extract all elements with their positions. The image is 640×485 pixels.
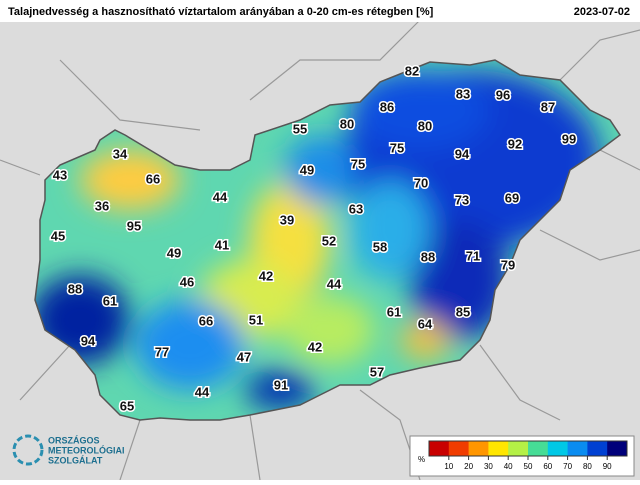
station-value: 85 <box>456 304 470 319</box>
station-value: 82 <box>405 63 419 78</box>
station-value: 99 <box>562 131 576 146</box>
station-value: 63 <box>349 201 363 216</box>
station-value: 70 <box>414 175 428 190</box>
station-value: 75 <box>390 140 404 155</box>
legend-tick-label: 50 <box>524 462 533 471</box>
station-value: 77 <box>155 344 169 359</box>
station-value: 49 <box>167 245 181 260</box>
legend-swatch <box>607 441 628 456</box>
legend-unit: % <box>418 455 425 464</box>
station-value: 80 <box>418 118 432 133</box>
legend-tick-label: 80 <box>583 462 592 471</box>
logo-text: METEOROLÓGIAI <box>48 444 125 455</box>
logo: ORSZÁGOS METEOROLÓGIAI SZOLGÁLAT <box>12 434 125 466</box>
station-value: 87 <box>541 99 555 114</box>
title-bar <box>0 0 640 22</box>
station-value: 83 <box>456 86 470 101</box>
station-value: 95 <box>127 218 141 233</box>
station-value: 75 <box>351 156 365 171</box>
station-value: 64 <box>418 316 433 331</box>
station-value: 88 <box>421 249 435 264</box>
legend-tick-label: 90 <box>603 462 612 471</box>
station-value: 61 <box>103 293 117 308</box>
legend-tick-label: 30 <box>484 462 493 471</box>
title: Talajnedvesség a hasznosítható víztartal… <box>8 6 434 18</box>
station-value: 44 <box>213 189 228 204</box>
station-value: 73 <box>455 192 469 207</box>
legend-swatch <box>547 441 569 456</box>
station-value: 57 <box>370 364 384 379</box>
station-value: 65 <box>120 398 134 413</box>
station-value: 47 <box>237 349 251 364</box>
station-value: 41 <box>215 237 229 252</box>
station-value: 39 <box>280 212 294 227</box>
station-value: 61 <box>387 304 401 319</box>
station-value: 58 <box>373 239 387 254</box>
station-value: 79 <box>501 257 515 272</box>
legend-swatch <box>488 441 509 456</box>
station-value: 34 <box>113 146 128 161</box>
legend-swatch <box>468 441 489 456</box>
station-value: 92 <box>508 136 522 151</box>
station-value: 69 <box>505 190 519 205</box>
station-value: 46 <box>180 274 194 289</box>
station-value: 55 <box>293 121 307 136</box>
station-value: 66 <box>199 313 213 328</box>
legend-tick-label: 40 <box>504 462 513 471</box>
station-value: 94 <box>81 333 96 348</box>
legend-tick-label: 70 <box>563 462 572 471</box>
station-value: 44 <box>327 276 342 291</box>
station-value: 42 <box>308 339 322 354</box>
station-value: 88 <box>68 281 82 296</box>
station-value: 49 <box>300 162 314 177</box>
station-value: 52 <box>322 233 336 248</box>
logo-text: ORSZÁGOS <box>48 435 100 445</box>
legend-swatch <box>528 441 549 456</box>
legend-tick-label: 60 <box>543 462 552 471</box>
station-value: 94 <box>455 146 470 161</box>
station-value: 91 <box>274 377 288 392</box>
station-value: 71 <box>466 248 480 263</box>
legend-tick-label: 10 <box>444 462 453 471</box>
date: 2023-07-02 <box>574 6 630 18</box>
station-value: 86 <box>380 99 394 114</box>
station-value: 43 <box>53 167 67 182</box>
legend-swatch <box>448 441 470 456</box>
station-value: 45 <box>51 228 65 243</box>
station-value: 96 <box>496 87 510 102</box>
legend-swatch <box>508 441 529 456</box>
borders <box>0 19 640 481</box>
legend-tick-label: 20 <box>464 462 473 471</box>
station-value: 80 <box>340 116 354 131</box>
station-value: 44 <box>195 384 210 399</box>
station-value: 42 <box>259 268 273 283</box>
station-value: 36 <box>95 198 109 213</box>
station-value: 51 <box>249 312 263 327</box>
logo-text: SZOLGÁLAT <box>48 455 103 465</box>
legend-swatch <box>567 441 588 456</box>
legend-swatch <box>587 441 608 456</box>
station-value: 66 <box>146 171 160 186</box>
legend-swatch <box>429 441 450 456</box>
